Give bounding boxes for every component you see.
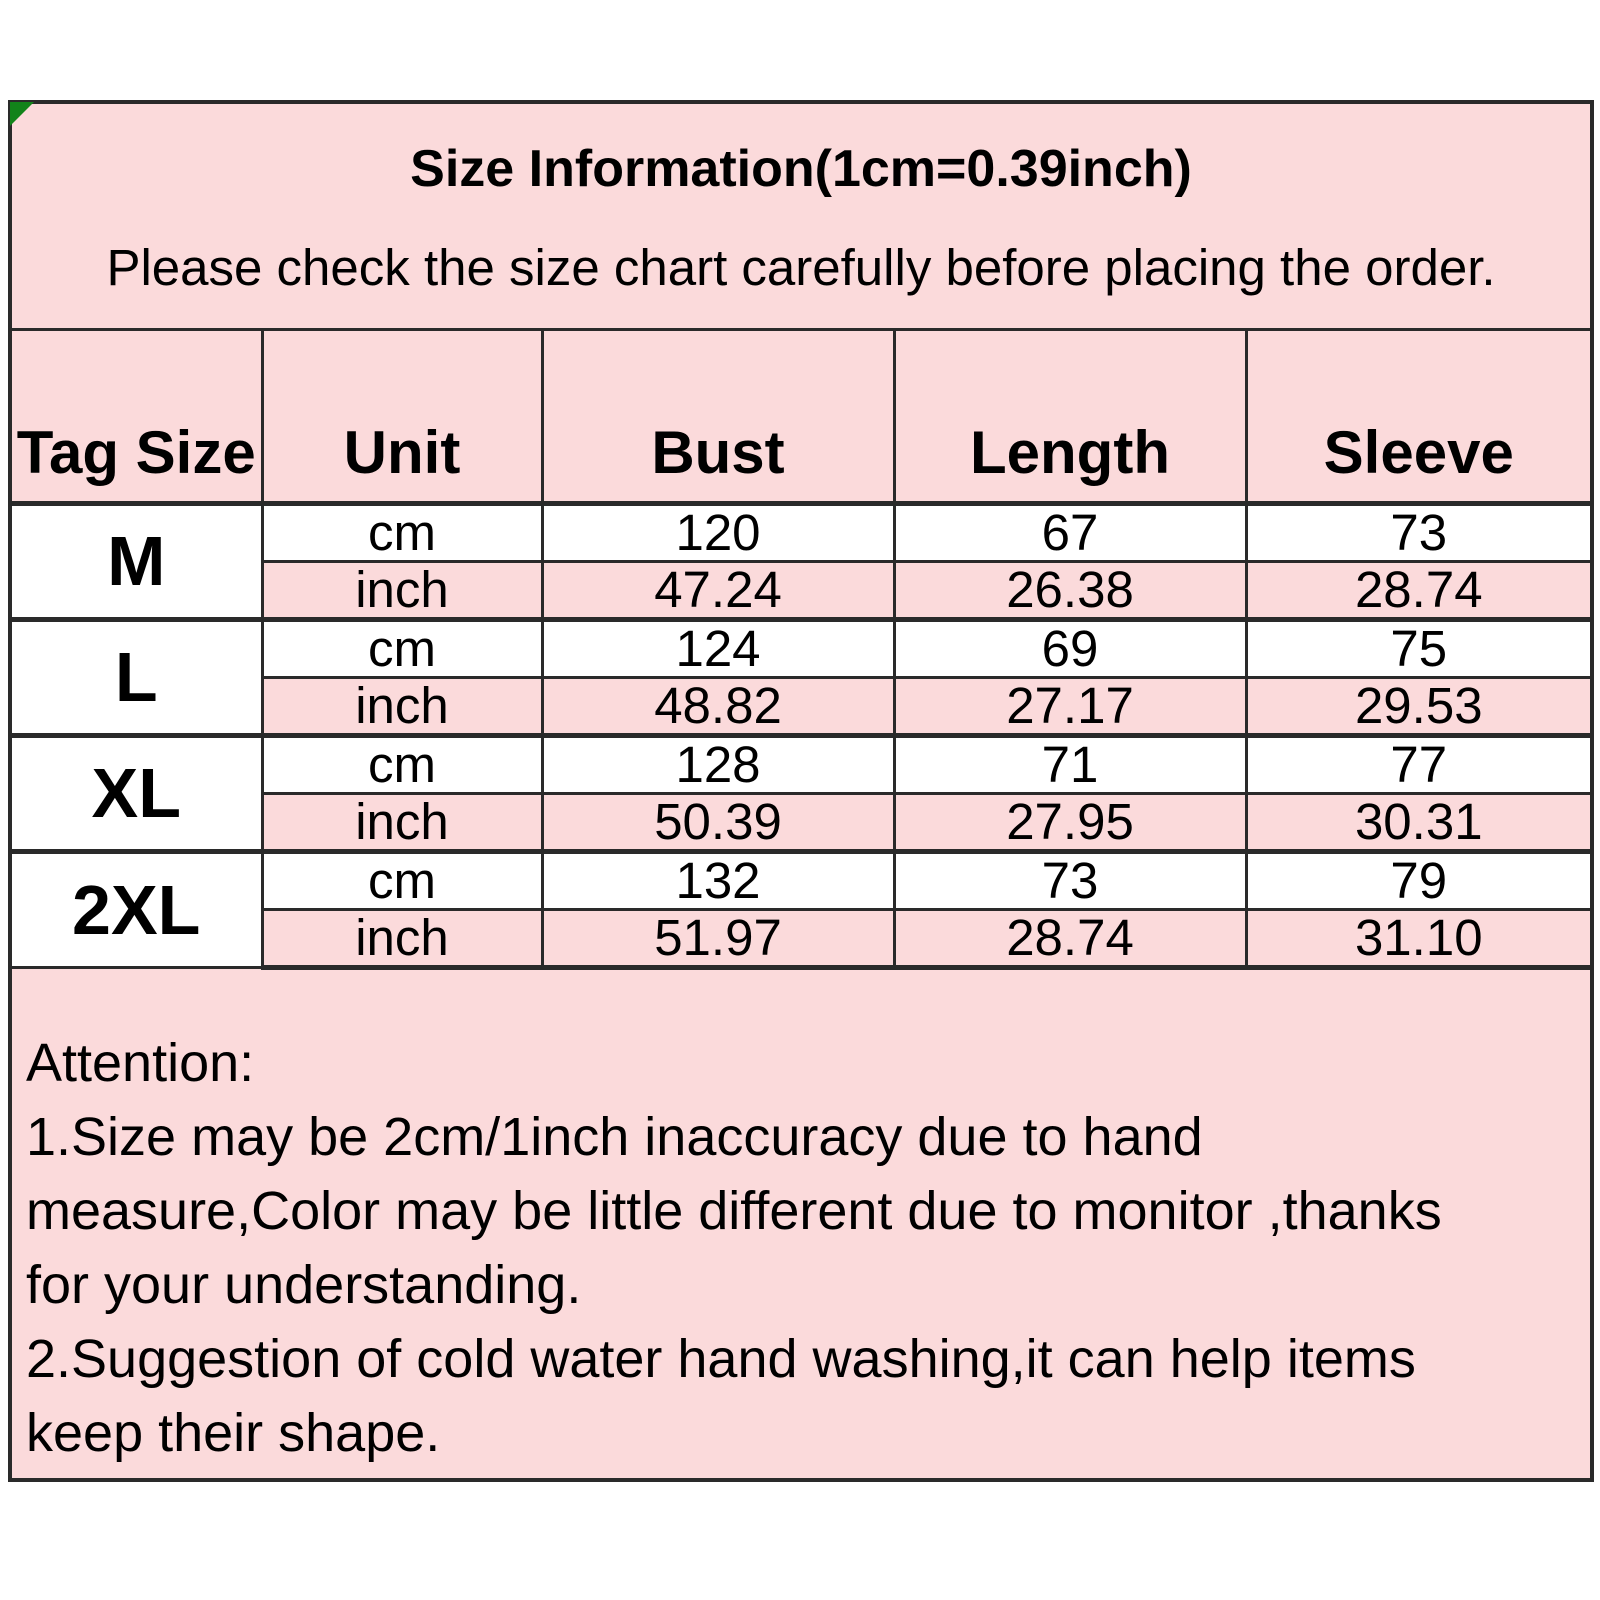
length-value-cell: 73 [892,848,1248,911]
page-title: Size Information(1cm=0.39inch) [410,140,1192,198]
bust-value-cell: 124 [540,616,896,679]
attention-line: 2.Suggestion of cold water hand washing,… [26,1328,1416,1389]
column-header-unit: Unit [260,331,544,506]
sleeve-value-cell: 28.74 [1244,559,1590,621]
unit-cell: cm [260,616,544,679]
column-header-bust: Bust [540,331,896,506]
bust-value-cell: 51.97 [540,907,896,970]
unit-cell: cm [260,848,544,911]
unit-cell: inch [260,559,544,621]
sleeve-value-cell: 79 [1244,848,1590,911]
attention-line: 1.Size may be 2cm/1inch inaccuracy due t… [26,1106,1203,1167]
length-value-cell: 27.17 [892,675,1248,737]
attention-section: Attention: 1.Size may be 2cm/1inch inaccu… [12,970,1590,1478]
unit-cell: inch [260,907,544,970]
sleeve-value-cell: 29.53 [1244,675,1590,737]
bust-value-cell: 128 [540,732,896,795]
attention-line: for your understanding. [26,1254,582,1315]
length-value-cell: 67 [892,500,1248,563]
column-header-sleeve: Sleeve [1244,331,1590,506]
size-row-l-inch: inch 48.82 27.17 29.53 [12,675,1590,737]
size-row-m-inch: inch 47.24 26.38 28.74 [12,559,1590,621]
size-row-xl-cm: XL cm 128 71 77 [12,732,1590,853]
unit-cell: cm [260,500,544,563]
attention-line: keep their shape. [26,1402,441,1463]
length-value-cell: 26.38 [892,559,1248,621]
size-row-2xl-inch: inch 51.97 28.74 31.10 [12,907,1590,970]
bust-value-cell: 120 [540,500,896,563]
sleeve-value-cell: 73 [1244,500,1590,563]
tag-size-cell: L [12,616,264,737]
sleeve-value-cell: 75 [1244,616,1590,679]
column-header-tag-size: Tag Size [12,331,264,506]
intro-section: Size Information(1cm=0.39inch) Please ch… [12,104,1590,331]
tag-size-cell: XL [12,732,264,853]
length-value-cell: 28.74 [892,907,1248,970]
bust-value-cell: 47.24 [540,559,896,621]
spreadsheet-corner-marker [10,102,34,126]
unit-cell: inch [260,675,544,737]
tag-size-cell: M [12,500,264,621]
size-table-header-row: Tag Size Unit Bust Length Sleeve [12,331,1590,506]
sleeve-value-cell: 30.31 [1244,791,1590,853]
sleeve-value-cell: 31.10 [1244,907,1590,970]
length-value-cell: 71 [892,732,1248,795]
bust-value-cell: 132 [540,848,896,911]
unit-cell: inch [260,791,544,853]
size-chart-sheet: Size Information(1cm=0.39inch) Please ch… [8,100,1594,1482]
tag-size-cell: 2XL [12,848,264,969]
size-row-2xl-cm: 2XL cm 132 73 79 [12,848,1590,969]
column-header-length: Length [892,331,1248,506]
attention-line: measure,Color may be little different du… [26,1180,1442,1241]
attention-heading: Attention: [26,1032,255,1093]
length-value-cell: 27.95 [892,791,1248,853]
unit-cell: cm [260,732,544,795]
bust-value-cell: 50.39 [540,791,896,853]
sleeve-value-cell: 77 [1244,732,1590,795]
size-row-xl-inch: inch 50.39 27.95 30.31 [12,791,1590,853]
page-subtitle: Please check the size chart carefully be… [106,239,1496,296]
bust-value-cell: 48.82 [540,675,896,737]
length-value-cell: 69 [892,616,1248,679]
